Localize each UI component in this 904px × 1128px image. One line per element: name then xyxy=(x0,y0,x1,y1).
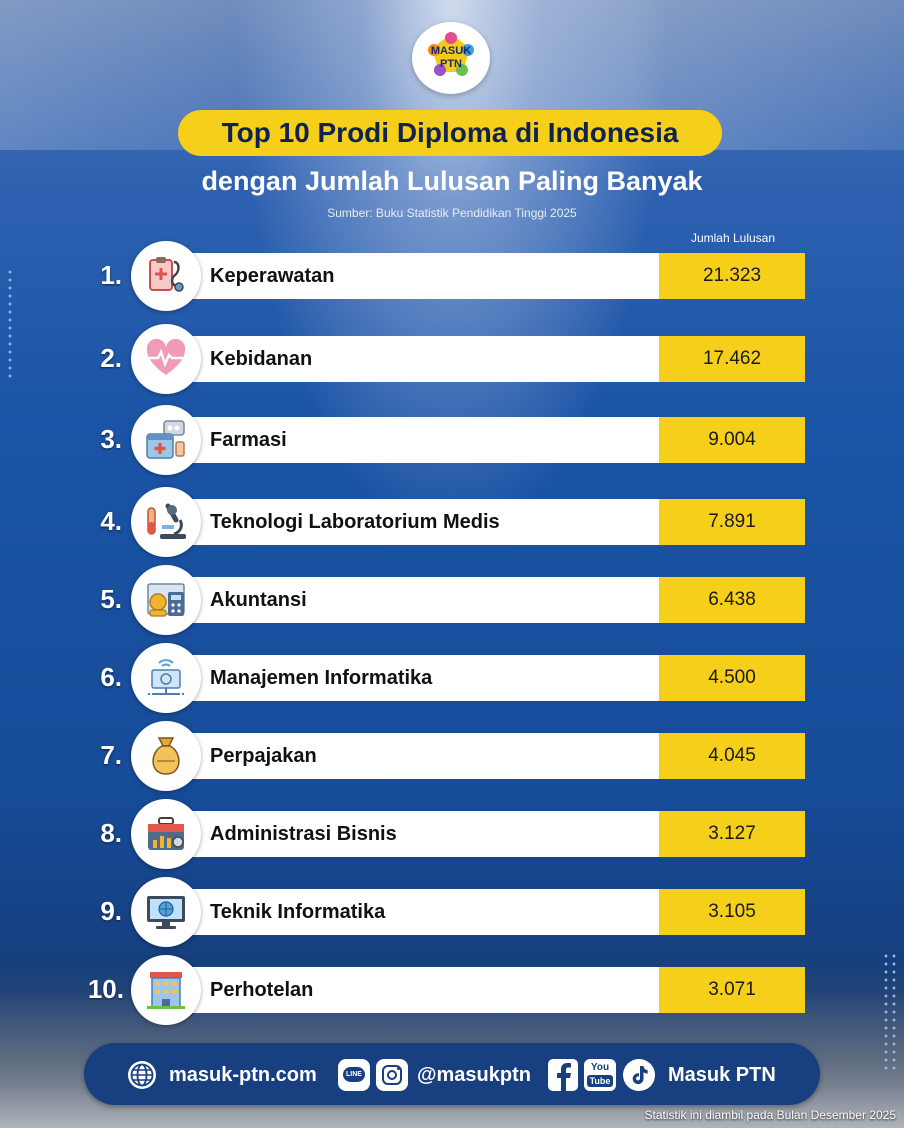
list-item: 2. 17.462 Kebidanan xyxy=(0,323,904,397)
program-name: Teknik Informatika xyxy=(210,901,386,923)
logo-emblem-icon xyxy=(428,32,474,76)
tax-bag-icon xyxy=(131,721,201,791)
graduate-count: 4.045 xyxy=(659,733,805,779)
list-item: 7. 4.045 Perpajakan xyxy=(0,720,904,794)
clipboard-stethoscope-icon xyxy=(131,241,201,311)
footnote: Statistik ini diambil pada Bulan Desembe… xyxy=(644,1108,896,1122)
brand-name[interactable]: Masuk PTN xyxy=(668,1064,776,1086)
social-handle[interactable]: @masukptn xyxy=(417,1064,531,1086)
briefcase-chart-icon xyxy=(131,799,201,869)
rank-number: 9. xyxy=(100,896,122,926)
masuk-ptn-logo: MASUK PTN xyxy=(412,22,490,94)
row-bar xyxy=(185,733,659,779)
list-item: 5. 6.438 Akuntansi xyxy=(0,564,904,638)
line-icon[interactable]: LINE xyxy=(338,1059,370,1091)
rank-number: 5. xyxy=(100,584,122,614)
row-bar xyxy=(185,577,659,623)
list-item: 1. 21.323 Keperawatan xyxy=(0,240,904,314)
program-name: Administrasi Bisnis xyxy=(210,823,397,845)
youtube-icon-top: You xyxy=(590,1062,610,1073)
program-name: Keperawatan xyxy=(210,265,335,287)
graduate-count: 4.500 xyxy=(659,655,805,701)
list-item: 9. 3.105 Teknik Informatika xyxy=(0,876,904,950)
facebook-icon[interactable] xyxy=(548,1059,578,1091)
website-link[interactable]: masuk-ptn.com xyxy=(169,1064,317,1086)
footer-bar: masuk-ptn.com LINE @masukptn You Tube Ma… xyxy=(84,1043,820,1105)
rank-number: 8. xyxy=(100,818,122,848)
page-subtitle: dengan Jumlah Lulusan Paling Banyak xyxy=(201,166,703,196)
list-item: 8. 3.127 Administrasi Bisnis xyxy=(0,798,904,872)
instagram-icon[interactable] xyxy=(376,1059,408,1091)
rank-number: 4. xyxy=(100,506,122,536)
tiktok-icon[interactable] xyxy=(623,1059,655,1091)
graduate-count: 9.004 xyxy=(659,417,805,463)
row-bar xyxy=(185,253,659,299)
graduate-count: 3.071 xyxy=(659,967,805,1013)
row-bar xyxy=(185,336,659,382)
list-item: 3. 9.004 Farmasi xyxy=(0,404,904,478)
decorative-dots-right xyxy=(882,952,896,1072)
graduate-count: 3.127 xyxy=(659,811,805,857)
program-name: Perhotelan xyxy=(210,979,314,1001)
logo-text-bottom: PTN xyxy=(440,58,462,70)
calculator-coins-icon xyxy=(131,565,201,635)
list-item: 6. 4.500 Manajemen Informatika xyxy=(0,642,904,716)
column-header: Jumlah Lulusan xyxy=(690,231,776,245)
rank-number: 1. xyxy=(100,260,122,290)
source-text: Sumber: Buku Statistik Pendidikan Tinggi… xyxy=(327,206,577,220)
rank-number: 3. xyxy=(100,424,122,454)
program-name: Perpajakan xyxy=(210,745,317,767)
program-name: Farmasi xyxy=(210,429,287,451)
graduate-count: 21.323 xyxy=(659,253,805,299)
row-bar xyxy=(185,889,659,935)
youtube-icon[interactable]: You Tube xyxy=(584,1059,616,1091)
rank-number: 2. xyxy=(100,343,122,373)
program-name: Teknologi Laboratorium Medis xyxy=(210,511,500,533)
hotel-building-icon xyxy=(131,955,201,1025)
logo-text-top: MASUK xyxy=(430,45,472,57)
list-item: 10. 3.071 Perhotelan xyxy=(0,954,904,1028)
graduate-count: 3.105 xyxy=(659,889,805,935)
line-icon-label: LINE xyxy=(346,1071,362,1078)
row-bar xyxy=(185,417,659,463)
program-name: Kebidanan xyxy=(210,348,313,370)
microscope-icon xyxy=(131,487,201,557)
row-bar xyxy=(185,967,659,1013)
program-name: Akuntansi xyxy=(210,589,307,611)
graduate-count: 7.891 xyxy=(659,499,805,545)
rank-number: 10. xyxy=(87,974,124,1004)
decorative-dots-left xyxy=(6,268,16,378)
graduate-count: 17.462 xyxy=(659,336,805,382)
row-bar xyxy=(185,655,659,701)
graduate-count: 6.438 xyxy=(659,577,805,623)
medicine-box-icon xyxy=(131,405,201,475)
monitor-globe-icon xyxy=(131,877,201,947)
rank-number: 6. xyxy=(100,662,122,692)
heart-pulse-icon xyxy=(131,324,201,394)
row-bar xyxy=(185,499,659,545)
program-name: Manajemen Informatika xyxy=(210,667,433,689)
rank-number: 7. xyxy=(100,740,122,770)
page-title: Top 10 Prodi Diploma di Indonesia xyxy=(221,117,679,148)
youtube-icon-bottom: Tube xyxy=(587,1075,613,1087)
computer-network-icon xyxy=(131,643,201,713)
row-bar xyxy=(185,811,659,857)
title-pill: Top 10 Prodi Diploma di Indonesia xyxy=(178,110,722,156)
list-item: 4. 7.891 Teknologi Laboratorium Medis xyxy=(0,486,904,560)
globe-icon xyxy=(128,1061,156,1089)
